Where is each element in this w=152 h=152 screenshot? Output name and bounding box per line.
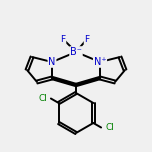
Text: F: F (60, 35, 66, 43)
Text: N: N (48, 57, 56, 67)
Text: N⁺: N⁺ (94, 57, 106, 67)
Text: Cl: Cl (105, 123, 114, 132)
Text: F: F (85, 35, 90, 43)
Text: Cl: Cl (38, 94, 47, 103)
Text: B⁻: B⁻ (70, 47, 82, 57)
